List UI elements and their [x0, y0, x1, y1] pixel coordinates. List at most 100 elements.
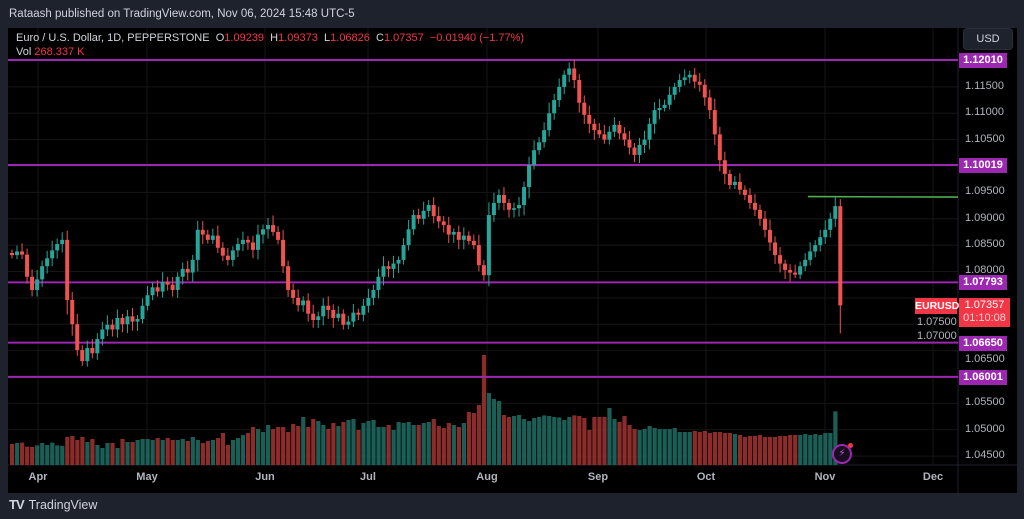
- price-tick-label: 1.09500: [965, 185, 1005, 198]
- candle-body: [95, 338, 100, 354]
- volume-bar: [567, 417, 572, 465]
- volume-bar: [346, 420, 351, 465]
- volume-bar: [65, 437, 70, 465]
- volume-bar: [271, 429, 276, 465]
- volume-bar: [321, 425, 326, 465]
- volume-bar: [501, 415, 507, 465]
- volume-bar: [255, 429, 261, 465]
- volume-bar: [451, 425, 456, 465]
- volume-bar: [512, 416, 517, 465]
- level-price-badge[interactable]: 1.06650: [959, 335, 1007, 351]
- volume-bar: [486, 393, 492, 465]
- candle-body: [40, 266, 45, 280]
- volume-bar: [140, 439, 145, 465]
- price-tick-label: 1.09000: [965, 211, 1005, 224]
- volume-bar: [537, 417, 542, 465]
- candle-body: [170, 284, 175, 290]
- high-value: 1.09373: [278, 32, 318, 44]
- volume-bar: [632, 429, 637, 465]
- candle-body: [311, 313, 316, 321]
- volume-bar: [341, 422, 346, 465]
- volume-bar: [612, 419, 617, 465]
- candle-body: [727, 173, 732, 185]
- volume-bar: [476, 405, 482, 465]
- footer-brand: TV TradingView: [9, 497, 97, 512]
- candle-body: [496, 195, 501, 203]
- volume-bar: [110, 443, 115, 465]
- volume-bar: [577, 416, 582, 465]
- candle-body: [336, 313, 341, 318]
- volume-bar: [416, 425, 421, 465]
- volume-bar: [572, 415, 577, 465]
- month-label: Nov: [814, 471, 836, 483]
- volume-bar: [40, 443, 45, 465]
- volume-bar: [125, 442, 130, 465]
- level-price-badge[interactable]: 1.06001: [959, 369, 1007, 385]
- volume-bar: [70, 436, 75, 465]
- volume-bar: [306, 427, 311, 465]
- volume-bar: [135, 440, 140, 465]
- candle-body: [271, 225, 276, 232]
- volume-bar: [592, 417, 597, 465]
- volume-bar: [75, 440, 80, 465]
- volume-value: 268.337 K: [34, 46, 85, 58]
- month-label: Jun: [255, 471, 275, 483]
- volume-bar: [50, 442, 55, 465]
- volume-bar: [95, 445, 100, 465]
- level-price-badge[interactable]: 1.07793: [959, 275, 1007, 291]
- candle-body: [692, 74, 697, 82]
- candle-body: [737, 181, 742, 190]
- volume-bar: [406, 422, 411, 465]
- volume-bar: [818, 435, 823, 465]
- candle-body: [702, 84, 707, 98]
- volume-bar: [456, 427, 461, 465]
- candle-body: [261, 229, 265, 235]
- candle-body: [722, 160, 727, 174]
- volume-bar: [752, 436, 758, 465]
- candle-body: [456, 231, 461, 240]
- candle-body: [783, 263, 788, 270]
- volume-bar: [833, 411, 838, 465]
- month-label: Jul: [360, 471, 376, 483]
- volume-bar: [677, 432, 682, 465]
- candle-body: [707, 97, 712, 111]
- volume-bar: [757, 435, 763, 465]
- level-price-badge[interactable]: 1.12010: [959, 53, 1007, 68]
- candle-body: [90, 347, 95, 354]
- lightning-icon[interactable]: ⚡: [832, 443, 853, 464]
- volume-bar: [35, 445, 40, 465]
- volume-bar: [672, 428, 677, 465]
- volume-bar: [813, 434, 818, 465]
- candle-body: [356, 312, 361, 315]
- volume-bar: [45, 445, 50, 465]
- price-chart[interactable]: [8, 28, 1017, 493]
- candle-body: [757, 209, 762, 219]
- candle-body: [250, 242, 255, 250]
- price-tick-label: 1.11500: [965, 79, 1004, 92]
- volume-bar: [376, 427, 381, 465]
- volume-bar: [235, 438, 241, 465]
- volume-bar: [426, 422, 431, 465]
- volume-bar: [210, 440, 215, 465]
- candle-body: [622, 133, 627, 140]
- candle-body: [371, 289, 376, 298]
- candle-body: [667, 94, 672, 105]
- volume-bar: [773, 437, 778, 465]
- candle-body: [542, 130, 547, 143]
- publish-header: Rataash published on TradingView.com, No…: [0, 0, 1024, 28]
- tradingview-logo-icon: TV: [9, 497, 25, 512]
- symbol-title[interactable]: Euro / U.S. Dollar, 1D, PEPPERSTONE: [16, 32, 210, 44]
- chart-panel[interactable]: [8, 28, 1017, 493]
- volume-bar: [828, 433, 833, 465]
- candle-body: [20, 251, 25, 255]
- candle-body: [577, 80, 582, 103]
- level-price-badge[interactable]: 1.10019: [959, 158, 1007, 173]
- volume-bar: [532, 418, 537, 465]
- volume-bar: [266, 425, 271, 465]
- price-tick-label: 1.04500: [965, 449, 1005, 462]
- volume-bar: [778, 436, 783, 465]
- currency-button[interactable]: USD: [963, 28, 1013, 50]
- candle-body: [281, 239, 286, 267]
- price-tick-label: 1.08000: [965, 264, 1005, 276]
- candle-body: [512, 208, 516, 210]
